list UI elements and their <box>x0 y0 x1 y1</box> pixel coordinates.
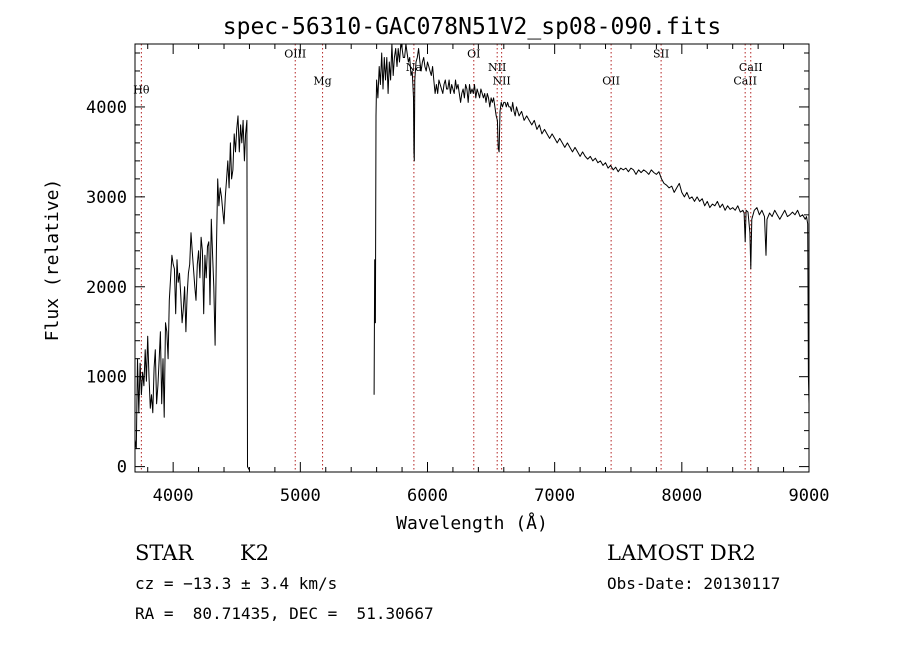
spectral-line-label: CaII <box>733 74 757 87</box>
x-tick-label: 4000 <box>153 486 194 506</box>
spectral-line-label: NII <box>492 74 510 87</box>
y-tick-label: 4000 <box>86 98 127 118</box>
y-tick-label: 3000 <box>86 188 127 208</box>
spectrum-line <box>373 43 810 404</box>
x-tick-label: 8000 <box>661 486 702 506</box>
y-axis-label: Flux (relative) <box>42 179 63 342</box>
object-subclass: K2 <box>240 541 269 565</box>
velocity-readout: cz = −13.3 ± 3.4 km/s <box>135 574 337 593</box>
spectral-line-label: OII <box>602 74 620 87</box>
x-tick-label: 9000 <box>789 486 830 506</box>
obs-date: Obs-Date: 20130117 <box>607 574 780 593</box>
spectral-line-label: CaII <box>739 61 763 74</box>
y-tick-label: 0 <box>117 458 127 478</box>
spectrum-line <box>134 115 250 471</box>
spectral-line-label: SII <box>653 47 669 60</box>
chart-title: spec-56310-GAC078N51V2_sp08-090.fits <box>223 14 722 40</box>
object-class: STAR <box>135 541 194 565</box>
x-tick-label: 6000 <box>407 486 448 506</box>
plot-frame <box>134 43 810 473</box>
x-tick-label: 7000 <box>534 486 575 506</box>
spectral-line-label: Hθ <box>133 83 150 96</box>
y-tick-label: 1000 <box>86 368 127 388</box>
spectral-line-label: OI <box>467 47 480 60</box>
spectrum-series <box>134 43 810 471</box>
x-axis-label: Wavelength (Å) <box>396 512 548 534</box>
x-tick-label: 5000 <box>280 486 321 506</box>
survey-name: LAMOST DR2 <box>607 541 756 565</box>
coordinates-readout: RA = 80.71435, DEC = 51.30667 <box>135 604 434 623</box>
spectral-line-label: Mg <box>313 74 331 87</box>
x-axis-ticks: 4000 5000 6000 7000 8000 9000 <box>147 44 830 506</box>
y-tick-label: 2000 <box>86 278 127 298</box>
spectral-line-label: OIII <box>284 47 306 60</box>
y-axis-ticks: 0 1000 2000 3000 4000 <box>86 52 809 478</box>
spectral-line-label: NII <box>488 61 506 74</box>
